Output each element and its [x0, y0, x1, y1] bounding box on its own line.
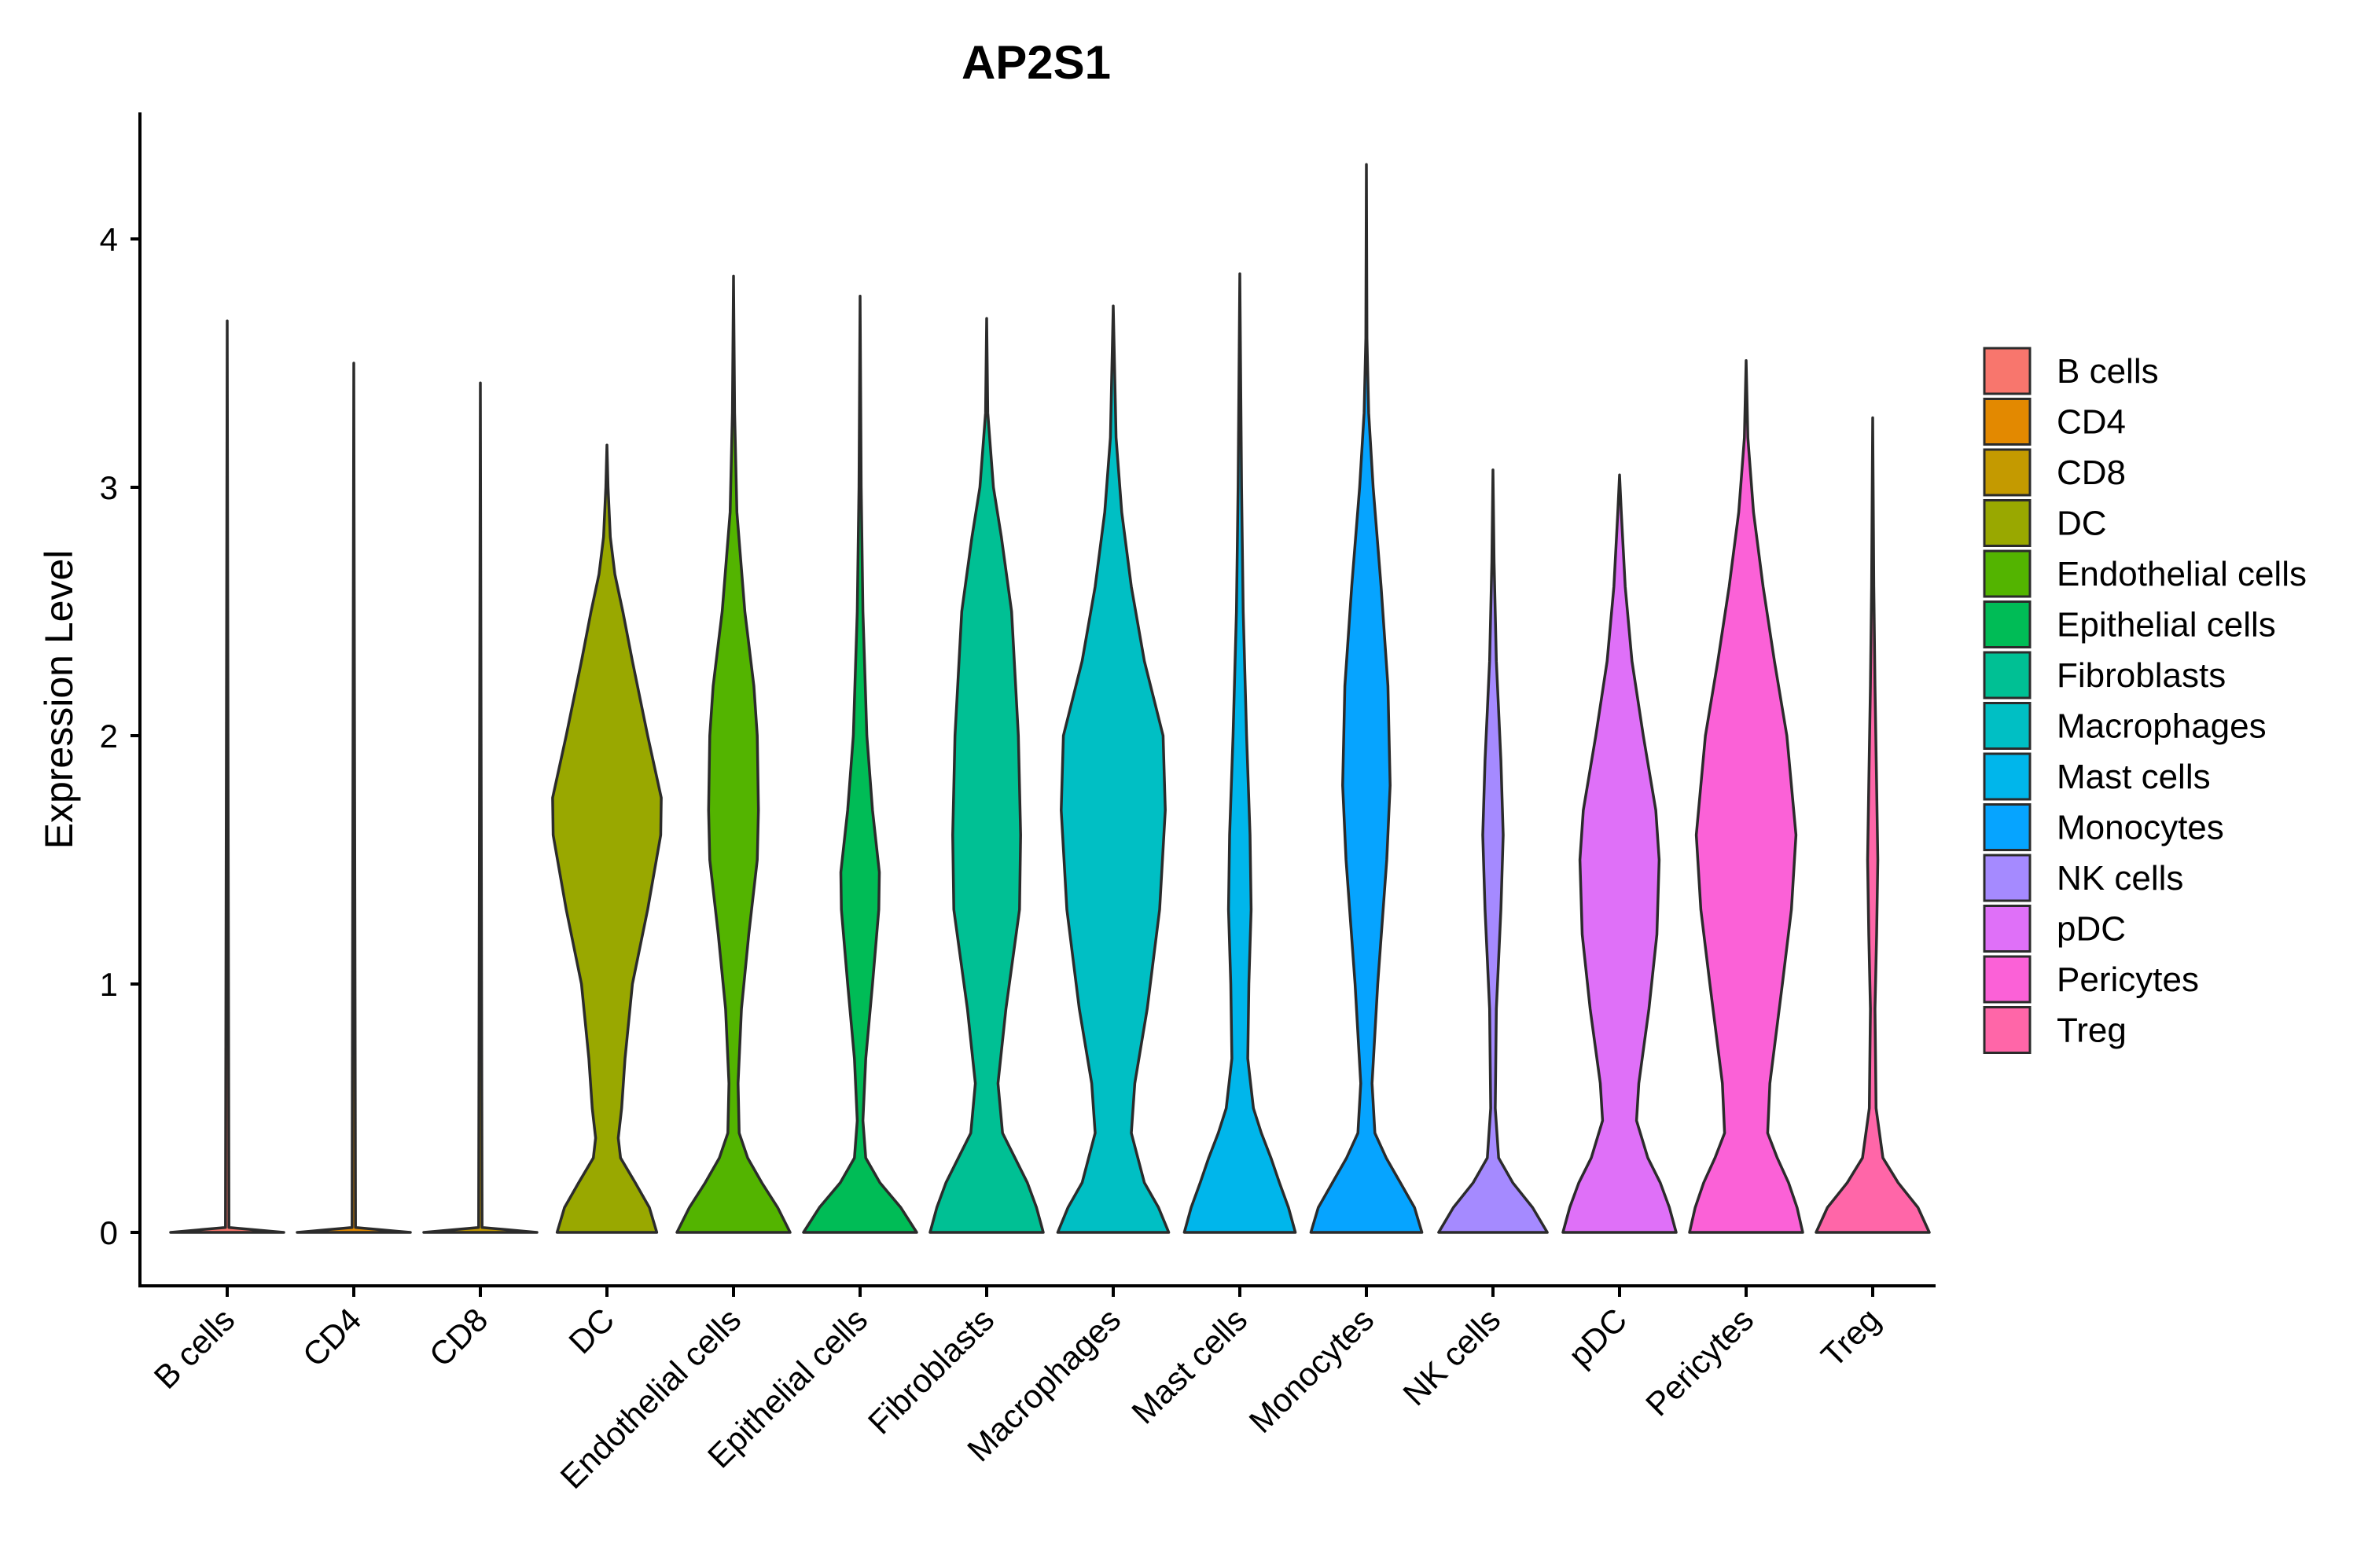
violin-epithelial-cells: [802, 294, 918, 1234]
legend: B cells CD4 CD8 DC Endothelial cells Epitheli…: [1983, 347, 2307, 1054]
legend-label-pericytes: Pericytes: [2057, 960, 2199, 999]
x-tick-label-b-cells: B cells: [147, 1301, 242, 1396]
x-tick-label-nk-cells: NK cells: [1395, 1301, 1507, 1412]
violin-pericytes: [1688, 359, 1804, 1234]
legend-label-pdc: pDC: [2057, 910, 2126, 949]
x-tick-label-treg: Treg: [1814, 1301, 1887, 1374]
x-tick-label-cd8: CD8: [422, 1301, 495, 1374]
chart-title: AP2S1: [962, 36, 1111, 89]
violin-dc: [551, 443, 663, 1234]
legend-swatch-mast-cells: [1983, 752, 2032, 801]
violin-b-cells: [169, 319, 285, 1234]
legend-swatch-fibroblasts: [1983, 651, 2032, 700]
legend-swatch-epithelial-cells: [1983, 600, 2032, 648]
legend-swatch-nk-cells: [1983, 854, 2032, 902]
x-tick-label-monocytes: Monocytes: [1242, 1301, 1381, 1440]
legend-swatch-cd8: [1983, 448, 2032, 497]
x-tick-label-fibroblasts: Fibroblasts: [861, 1301, 1001, 1441]
legend-swatch-cd4: [1983, 398, 2032, 446]
y-axis-ticks: 0 1 2 3 4: [100, 221, 140, 1251]
violin-endothelial-cells: [675, 274, 792, 1234]
legend-swatch-endothelial-cells: [1983, 549, 2032, 598]
legend-swatch-b-cells: [1983, 347, 2032, 395]
violin-fibroblasts: [928, 317, 1045, 1234]
violin-pdc: [1561, 473, 1678, 1234]
x-tick-label-dc: DC: [561, 1301, 621, 1361]
legend-swatch-pdc: [1983, 905, 2032, 953]
legend-label-nk-cells: NK cells: [2057, 859, 2183, 898]
x-tick-label-pericytes: Pericytes: [1638, 1301, 1760, 1423]
violin-mast-cells: [1182, 272, 1297, 1234]
x-tick-label-pdc: pDC: [1561, 1301, 1634, 1374]
y-axis-label: Expression Level: [37, 550, 81, 850]
violin-nk-cells: [1437, 468, 1549, 1234]
legend-swatch-macrophages: [1983, 702, 2032, 750]
legend-label-cd4: CD4: [2057, 403, 2126, 442]
y-tick-label: 0: [100, 1214, 118, 1251]
violin-treg: [1815, 416, 1931, 1234]
legend-label-monocytes: Monocytes: [2057, 809, 2224, 847]
legend-label-macrophages: Macrophages: [2057, 707, 2267, 746]
violin-monocytes: [1309, 163, 1424, 1234]
x-tick-label-mast-cells: Mast cells: [1124, 1301, 1254, 1430]
legend-swatch-dc: [1983, 499, 2032, 547]
legend-swatch-treg: [1983, 1006, 2032, 1054]
legend-swatch-monocytes: [1983, 803, 2032, 851]
legend-label-fibroblasts: Fibroblasts: [2057, 656, 2226, 695]
y-tick-label: 1: [100, 966, 118, 1003]
y-tick-label: 4: [100, 221, 118, 258]
legend-label-treg: Treg: [2057, 1012, 2127, 1050]
x-tick-label-cd4: CD4: [296, 1301, 369, 1374]
legend-label-cd8: CD8: [2057, 454, 2126, 492]
y-tick-label: 2: [100, 718, 118, 755]
y-tick-label: 3: [100, 469, 118, 506]
legend-label-dc: DC: [2057, 505, 2107, 543]
legend-label-endothelial-cells: Endothelial cells: [2057, 555, 2307, 593]
legend-swatch-pericytes: [1983, 955, 2032, 1004]
violin-cd4: [296, 362, 412, 1234]
violin-macrophages: [1056, 304, 1171, 1234]
violin-group: [169, 163, 1931, 1234]
legend-label-epithelial-cells: Epithelial cells: [2057, 606, 2276, 644]
legend-label-mast-cells: Mast cells: [2057, 758, 2211, 796]
legend-label-b-cells: B cells: [2057, 352, 2159, 391]
violin-cd8: [422, 381, 539, 1234]
